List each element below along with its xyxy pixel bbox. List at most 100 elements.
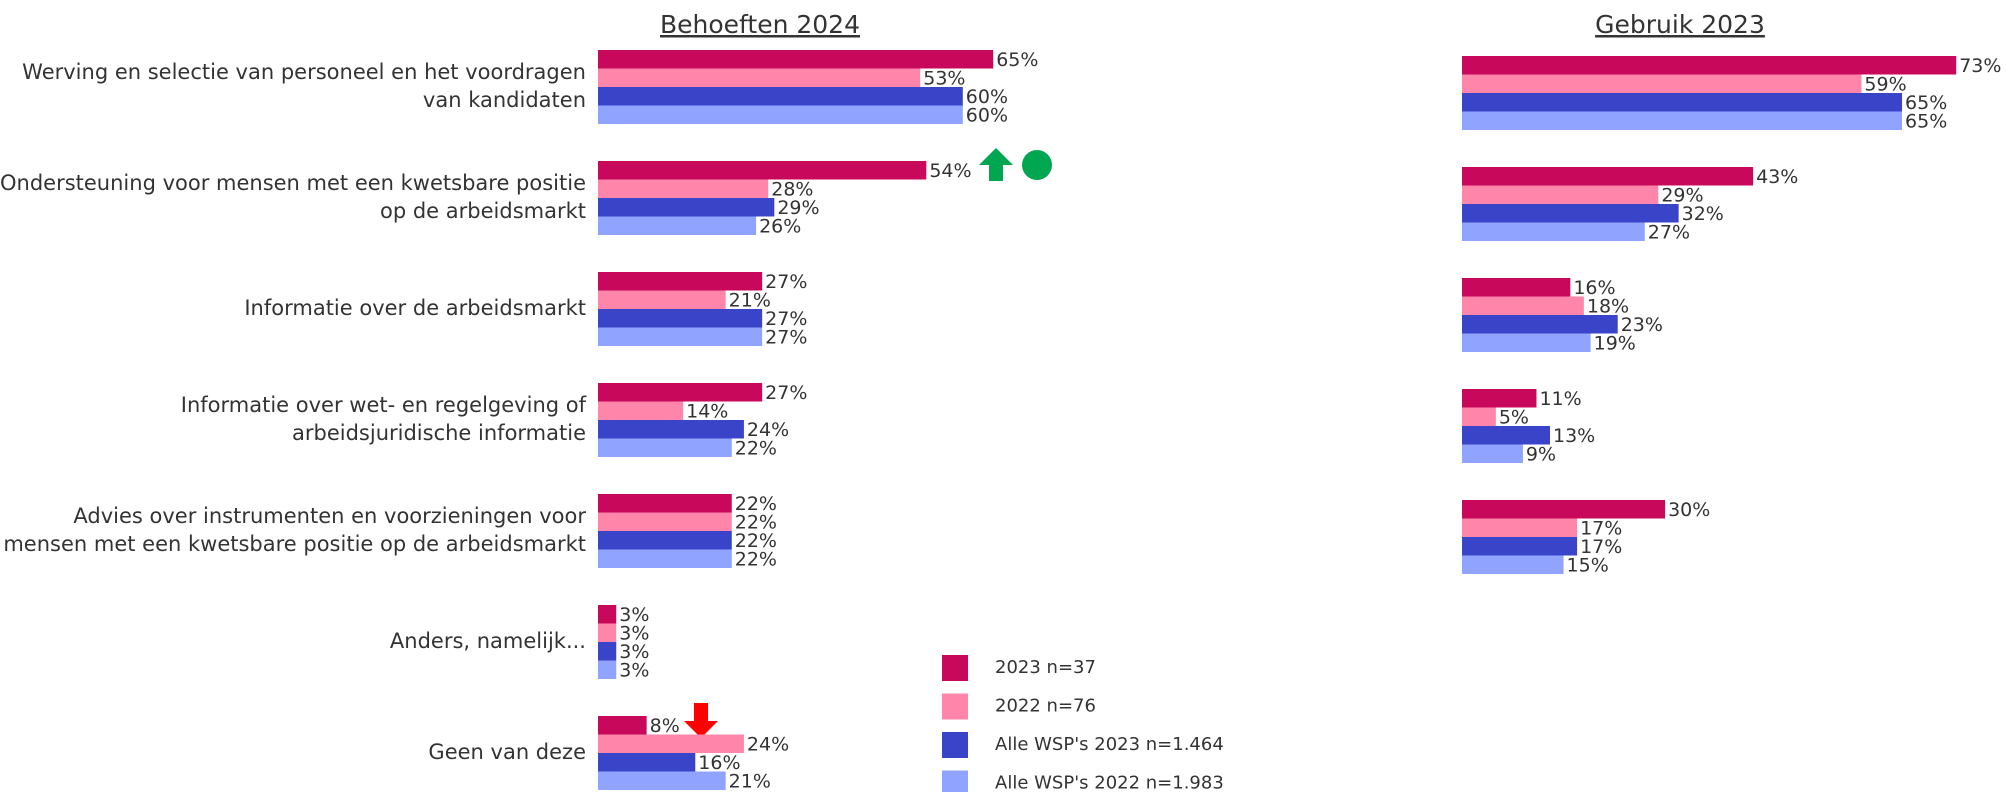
bar xyxy=(598,290,726,309)
bar xyxy=(1462,204,1679,223)
bar xyxy=(598,272,763,291)
bar xyxy=(598,401,684,420)
up-arrow-icon xyxy=(979,148,1013,181)
category-label: Informatie over wet- en regelgeving of xyxy=(181,393,587,417)
bar xyxy=(1462,56,1957,75)
legend-swatch xyxy=(942,693,968,720)
value-label: 30% xyxy=(1668,499,1710,521)
bar xyxy=(1462,537,1578,556)
legend-swatch xyxy=(942,655,968,681)
legend-swatch xyxy=(942,770,968,792)
value-label: 22% xyxy=(735,493,777,515)
value-label: 53% xyxy=(923,67,965,89)
bar xyxy=(1462,222,1645,241)
category-label: Anders, namelijk... xyxy=(390,629,586,653)
category-label: Geen van deze xyxy=(428,740,586,764)
value-label: 27% xyxy=(1648,221,1690,243)
value-label: 11% xyxy=(1539,388,1581,410)
bar xyxy=(1462,93,1903,112)
value-label: 28% xyxy=(771,178,813,200)
category-label: Advies over instrumenten en voorzieninge… xyxy=(73,504,586,528)
bar xyxy=(598,734,744,753)
bar xyxy=(598,161,927,180)
category-label: van kandidaten xyxy=(423,88,586,112)
chart-title: Gebruik 2023 xyxy=(1595,10,1765,39)
category-label: mensen met een kwetsbare positie op de a… xyxy=(3,532,586,556)
value-label: 29% xyxy=(777,197,819,219)
value-label: 43% xyxy=(1756,166,1798,188)
bar xyxy=(1462,278,1571,297)
category-label: arbeidsjuridische informatie xyxy=(292,421,586,445)
bar xyxy=(1462,518,1578,537)
bar xyxy=(598,642,617,661)
value-label: 19% xyxy=(1594,332,1636,354)
value-label: 60% xyxy=(966,86,1008,108)
value-label: 15% xyxy=(1567,554,1609,576)
category-label: Informatie over de arbeidsmarkt xyxy=(244,296,586,320)
value-label: 26% xyxy=(759,215,801,237)
bar xyxy=(1462,111,1903,130)
bar xyxy=(598,660,617,679)
bar xyxy=(1462,185,1659,204)
value-label: 54% xyxy=(929,160,971,182)
bar xyxy=(598,494,732,513)
legend-label: 2022 n=76 xyxy=(995,696,1096,717)
value-label: 65% xyxy=(1905,110,1947,132)
bar xyxy=(1462,500,1666,519)
bar xyxy=(598,420,744,439)
value-label: 27% xyxy=(765,326,807,348)
bar xyxy=(1462,296,1584,315)
bar xyxy=(1462,74,1862,93)
value-label: 32% xyxy=(1682,203,1724,225)
category-label: op de arbeidsmarkt xyxy=(380,199,586,223)
value-label: 60% xyxy=(966,104,1008,126)
circle-icon xyxy=(1022,150,1052,180)
value-label: 16% xyxy=(1573,277,1615,299)
bar xyxy=(598,179,769,198)
category-label: Ondersteuning voor mensen met een kwetsb… xyxy=(0,171,586,195)
value-label: 17% xyxy=(1580,536,1622,558)
value-label: 65% xyxy=(996,49,1038,71)
bar xyxy=(598,50,994,69)
value-label: 18% xyxy=(1587,295,1629,317)
bar xyxy=(598,68,921,87)
bar xyxy=(598,549,732,568)
bar xyxy=(598,753,696,772)
value-label: 3% xyxy=(619,622,649,644)
value-label: 27% xyxy=(765,308,807,330)
value-label: 21% xyxy=(729,770,771,792)
value-label: 73% xyxy=(1959,55,2001,77)
bar xyxy=(598,438,732,457)
value-label: 5% xyxy=(1499,406,1529,428)
value-label: 27% xyxy=(765,382,807,404)
bar xyxy=(598,309,763,328)
value-label: 24% xyxy=(747,733,789,755)
value-label: 22% xyxy=(735,437,777,459)
value-label: 14% xyxy=(686,400,728,422)
value-label: 9% xyxy=(1526,443,1556,465)
down-arrow-icon xyxy=(684,703,718,738)
bar xyxy=(1462,426,1551,445)
bar xyxy=(1462,315,1618,334)
value-label: 24% xyxy=(747,419,789,441)
bar xyxy=(598,198,775,217)
value-label: 16% xyxy=(698,752,740,774)
value-label: 27% xyxy=(765,271,807,293)
bar xyxy=(1462,167,1754,186)
bar xyxy=(598,771,726,790)
bar xyxy=(598,531,732,550)
value-label: 21% xyxy=(729,289,771,311)
value-label: 3% xyxy=(619,659,649,681)
value-label: 3% xyxy=(619,641,649,663)
bar xyxy=(598,87,963,106)
value-label: 22% xyxy=(735,530,777,552)
bar xyxy=(1462,555,1564,574)
bar xyxy=(598,105,963,124)
bar xyxy=(1462,333,1591,352)
category-label: Werving en selectie van personeel en het… xyxy=(22,60,586,84)
legend-label: Alle WSP's 2022 n=1.983 xyxy=(995,773,1224,792)
bar xyxy=(598,327,763,346)
bar xyxy=(598,716,647,735)
bar xyxy=(598,216,757,235)
